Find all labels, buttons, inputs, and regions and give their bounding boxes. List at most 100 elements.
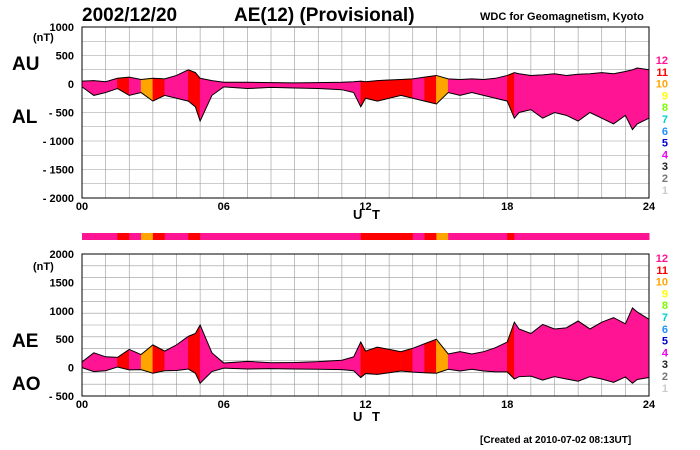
- strip-segment: [389, 233, 402, 240]
- au-al-segment: [188, 69, 196, 108]
- legend-level-6: 6: [662, 324, 668, 336]
- strip-segment: [365, 233, 378, 240]
- strip-segment: [436, 233, 449, 240]
- legend-level-6: 6: [662, 126, 668, 138]
- au-al-segment: [365, 80, 378, 102]
- strip-segment: [377, 233, 390, 240]
- au-al-segment: [601, 72, 614, 125]
- strip-segment: [424, 233, 437, 240]
- au-al-segment: [152, 78, 165, 102]
- legend-level-3: 3: [662, 359, 668, 371]
- strip-segment: [460, 233, 473, 240]
- au-al-segment: [625, 69, 633, 130]
- legend-level-5: 5: [662, 138, 668, 150]
- strip-segment: [632, 233, 638, 240]
- ae-ao-segment: [459, 351, 473, 372]
- strip-segment: [223, 233, 248, 240]
- legend-level-12: 12: [656, 253, 668, 265]
- strip-segment: [495, 233, 508, 240]
- strip-segment: [578, 233, 591, 240]
- date-label: 2002/12/20: [82, 5, 177, 26]
- ae-ao-segment: [436, 338, 449, 374]
- strip-segment: [341, 233, 355, 240]
- strip-segment: [400, 233, 414, 240]
- strip-segment: [129, 233, 142, 240]
- legend-level-11: 11: [656, 265, 668, 277]
- au-al-segment: [140, 78, 154, 102]
- legend-level-2: 2: [662, 173, 668, 185]
- ae-ao-frame: [81, 253, 650, 397]
- x-tick-label: 24: [643, 399, 656, 411]
- legend-level-3: 3: [662, 161, 668, 173]
- strip-segment: [117, 233, 130, 240]
- ae-ao-x-axis-label: U T: [353, 409, 383, 424]
- strip-segment: [530, 233, 544, 240]
- au-al-segment: [632, 67, 638, 131]
- au-al-segment: [589, 72, 602, 119]
- strip-segment: [176, 233, 189, 240]
- ae-ao-segment: [566, 320, 579, 382]
- strip-segment: [625, 233, 633, 240]
- ae-ao-segment: [636, 311, 650, 380]
- ae-ao-segment: [601, 317, 614, 383]
- ae-ao-segment: [377, 346, 390, 375]
- ae-label: AE: [12, 331, 38, 352]
- au-label: AU: [12, 54, 39, 75]
- strip-segment: [448, 233, 461, 240]
- x-tick-label: 24: [643, 201, 656, 213]
- ae-ao-segment: [632, 307, 638, 384]
- strip-segment: [164, 233, 177, 240]
- strip-segment: [483, 233, 496, 240]
- x-tick-label: 00: [76, 399, 88, 411]
- ao-curve: [81, 366, 650, 385]
- strip-segment: [82, 233, 95, 240]
- legend-level-10: 10: [656, 79, 668, 91]
- ae-ao-x-ticks: 00 06 12 18 24: [76, 399, 656, 411]
- strip-segment: [353, 233, 362, 240]
- au-al-y-ticks: 1000 500 0 - 500 - 1000 - 1500 - 2000: [43, 22, 74, 205]
- station-count-strip: [82, 233, 650, 240]
- au-al-segment: [636, 67, 650, 125]
- strip-segment: [211, 233, 225, 240]
- legend-level-11: 11: [656, 67, 668, 79]
- ae-ao-segment: [447, 351, 461, 372]
- ae-ao-segment: [400, 347, 413, 373]
- ae-ao-unit-label: (nT): [33, 261, 54, 273]
- legend-level-7: 7: [662, 114, 668, 126]
- x-tick-label: 06: [218, 201, 230, 213]
- au-al-segment: [436, 75, 449, 105]
- au-al-segment: [483, 78, 496, 99]
- strip-segment: [519, 233, 532, 240]
- legend-level-4: 4: [662, 347, 669, 359]
- au-al-panel: 1000 500 0 - 500 - 1000 - 1500 - 2000 00 06 12 18…: [12, 22, 656, 222]
- x-tick-label: 18: [501, 399, 513, 411]
- strip-segment: [637, 233, 650, 240]
- legend-level-8: 8: [662, 102, 668, 114]
- ae-ao-segment: [152, 344, 165, 374]
- strip-segment: [247, 233, 272, 240]
- y-tick-label: 2000: [50, 249, 74, 261]
- strip-segment: [188, 233, 196, 240]
- legend-level-7: 7: [662, 312, 668, 324]
- y-tick-label: 1000: [50, 22, 74, 34]
- au-al-x-ticks: 00 06 12 18 24: [76, 201, 656, 213]
- ae-ao-segment: [176, 335, 189, 371]
- ae-ao-y-ticks: 2000 1500 1000 500 0 - 500: [49, 249, 74, 403]
- ae-ao-segment: [188, 333, 196, 374]
- au-al-x-axis-label: U T: [353, 207, 383, 222]
- ae-ao-segment: [270, 362, 295, 370]
- au-al-segment: [542, 73, 555, 119]
- au-al-fill: [81, 67, 650, 131]
- ao-label: AO: [12, 374, 41, 395]
- y-tick-label: 0: [68, 363, 74, 375]
- y-tick-label: 1000: [50, 306, 74, 318]
- x-tick-label: 12: [359, 399, 371, 411]
- au-al-segment: [566, 74, 579, 122]
- ae-ao-segment: [365, 346, 378, 375]
- strip-segment: [271, 233, 296, 240]
- au-al-segment: [514, 72, 520, 119]
- legend-level-9: 9: [662, 90, 668, 102]
- legend-level-2: 2: [662, 371, 668, 383]
- strip-segment: [613, 233, 626, 240]
